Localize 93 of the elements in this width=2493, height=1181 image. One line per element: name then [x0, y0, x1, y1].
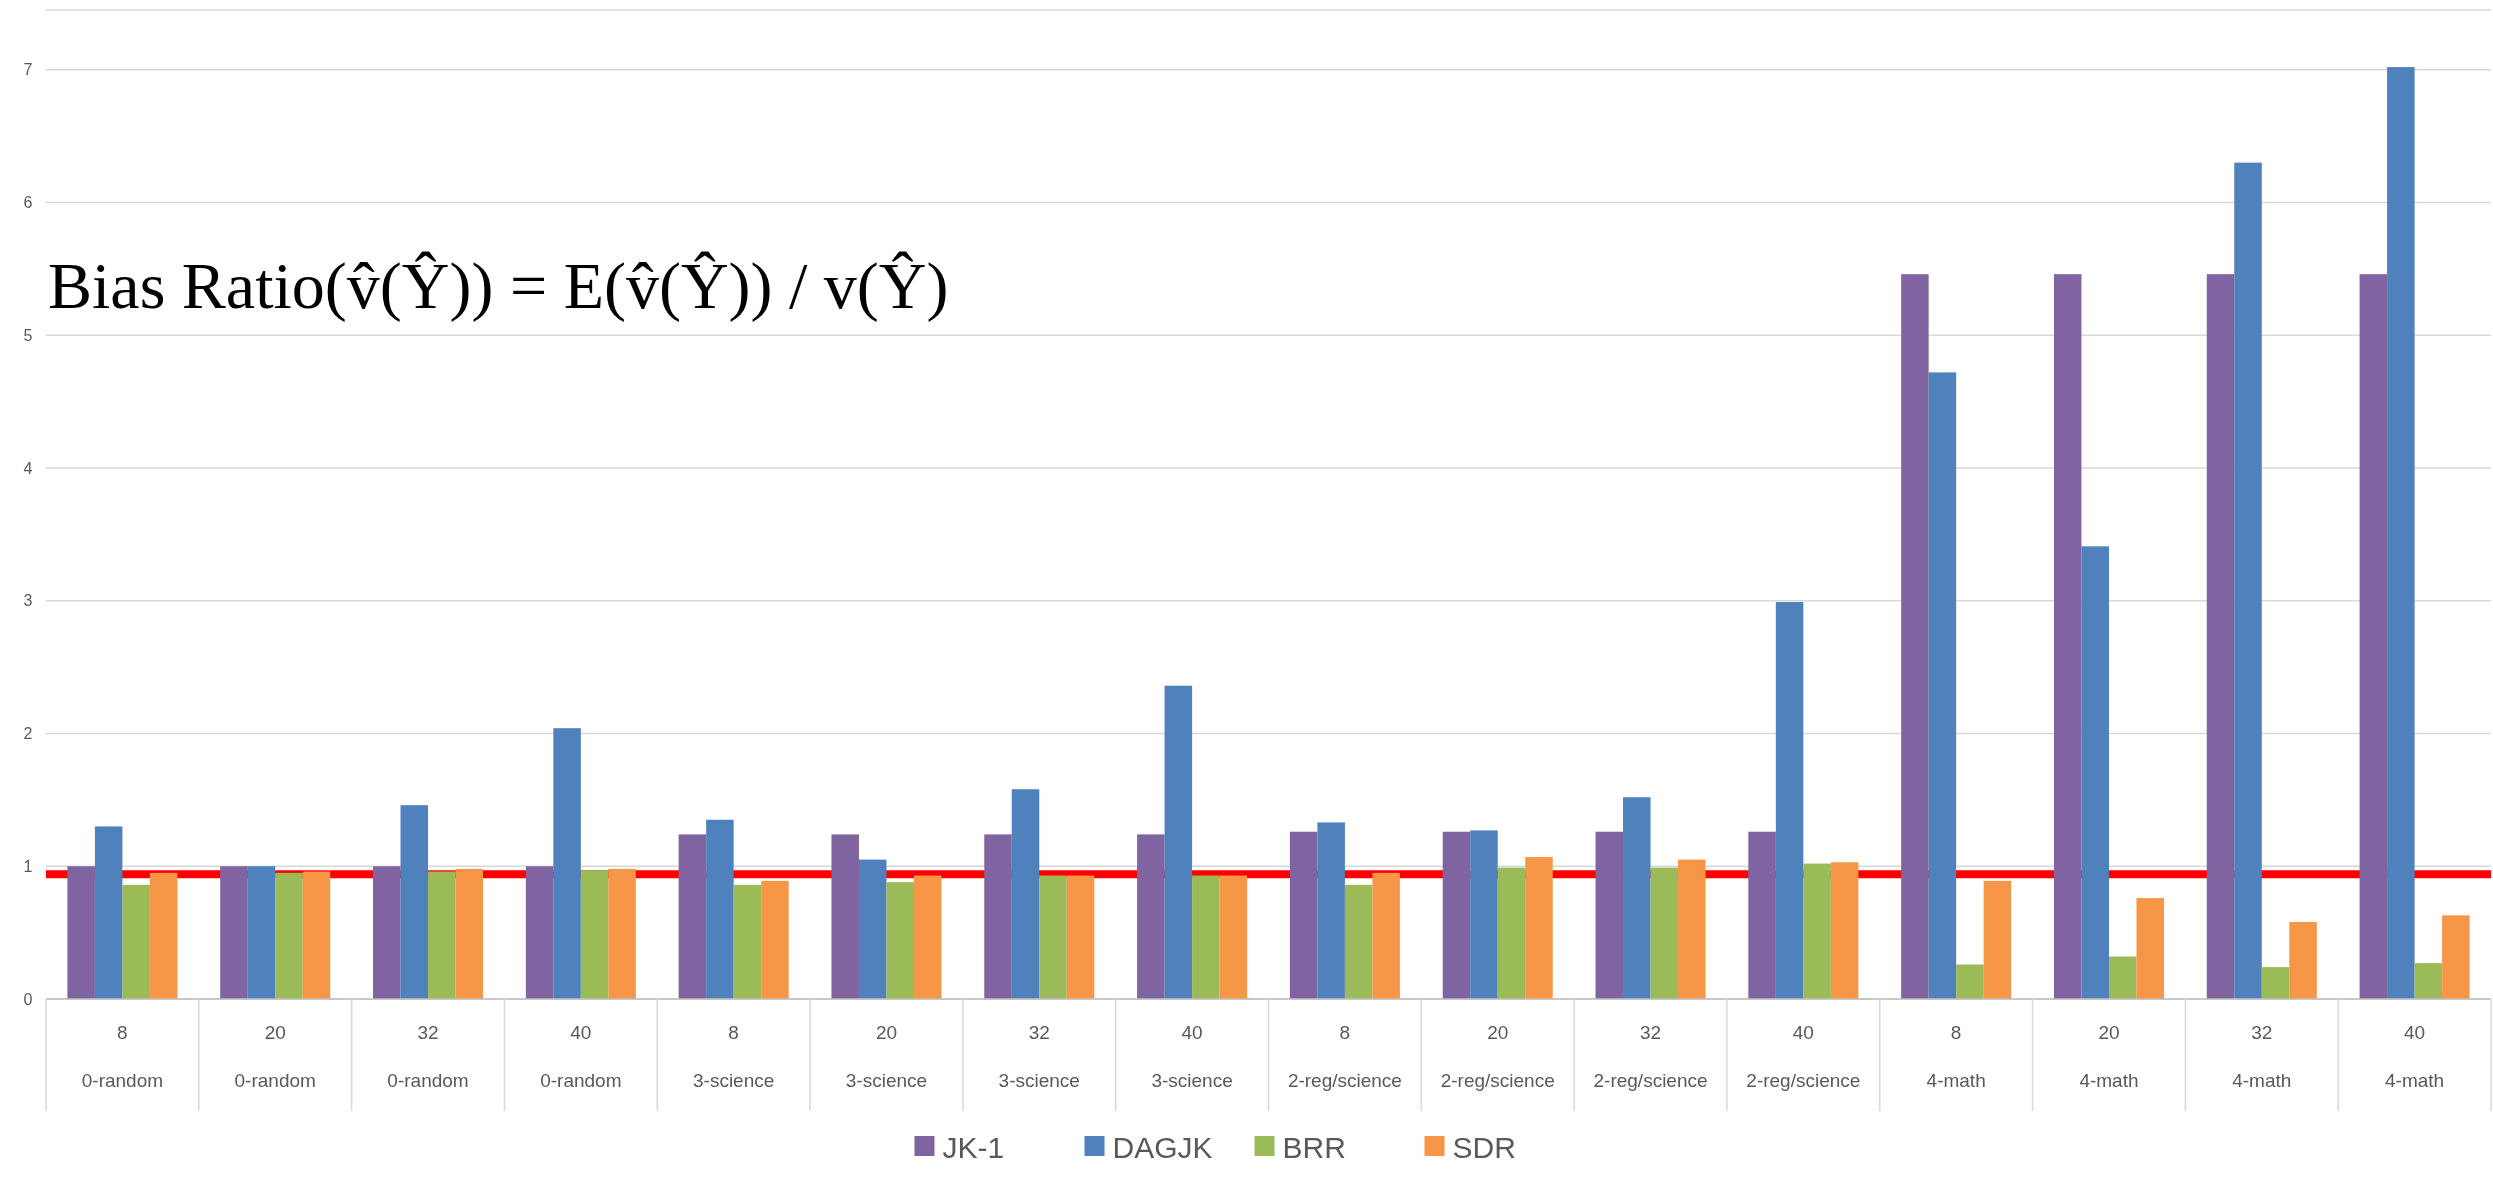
- bar: [525, 866, 554, 999]
- category-label: 8 4-math: [1926, 1022, 1986, 1091]
- bar: [1595, 831, 1624, 999]
- bar: [2108, 956, 2137, 999]
- bar: [1830, 862, 1859, 999]
- bar: [1289, 831, 1318, 999]
- y-tick-label: 2: [23, 725, 33, 743]
- bar: [247, 866, 276, 999]
- bar: [2414, 963, 2443, 999]
- bar: [706, 819, 734, 999]
- annotation: Bias Ratio(v̂(Ŷ)) = E(v̂(Ŷ)) / v(Ŷ): [48, 249, 949, 323]
- bar: [608, 868, 636, 999]
- bar: [1164, 685, 1193, 999]
- bar: [2053, 274, 2082, 999]
- bar: [94, 826, 123, 999]
- bar: [553, 728, 581, 999]
- bar: [761, 880, 789, 999]
- bar: [428, 871, 456, 999]
- bar: [122, 884, 150, 999]
- bar: [1192, 875, 1220, 999]
- category-label: 40 2-reg/science: [1746, 1022, 1861, 1091]
- bar: [1372, 872, 1400, 999]
- legend-label: SDR: [1452, 1130, 1516, 1164]
- category-label: 20 0-random: [234, 1022, 316, 1091]
- bar: [984, 834, 1012, 999]
- bar: [2387, 67, 2415, 999]
- category-label: 8 2-reg/science: [1287, 1022, 1402, 1091]
- bar: [1748, 831, 1776, 999]
- category-label: 32 2-reg/science: [1593, 1022, 1708, 1091]
- category-label: 32 4-math: [2232, 1022, 2292, 1091]
- bar: [1497, 867, 1526, 999]
- bar: [1219, 875, 1248, 999]
- bar: [1803, 863, 1831, 999]
- category-label: 40 0-random: [540, 1022, 622, 1091]
- bar: [1137, 834, 1165, 999]
- bar: [2289, 922, 2317, 999]
- y-tick-label: 7: [23, 61, 33, 79]
- bar: [1901, 274, 1929, 999]
- legend-label: DAGJK: [1112, 1130, 1213, 1164]
- bar: [1317, 822, 1345, 999]
- bar: [913, 875, 942, 999]
- bar: [1470, 830, 1498, 999]
- bar: [220, 866, 248, 999]
- bar: [1039, 875, 1067, 999]
- category-label: 32 3-science: [998, 1022, 1080, 1091]
- bar: [2261, 967, 2290, 999]
- bar: [733, 884, 762, 999]
- bar: [1011, 789, 1040, 999]
- category-label: 20 2-reg/science: [1440, 1022, 1555, 1091]
- y-tick-label: 4: [23, 459, 33, 477]
- bar: [858, 859, 887, 999]
- bar: [149, 872, 178, 999]
- bar: [831, 834, 859, 999]
- y-tick-label: 6: [23, 194, 33, 212]
- y-tick-label: 3: [23, 592, 33, 610]
- bar: [2206, 274, 2235, 999]
- bar: [1775, 602, 1804, 999]
- bar: [1623, 797, 1651, 999]
- bar: [1983, 880, 2012, 999]
- bar: [678, 834, 707, 999]
- bar: [400, 805, 429, 999]
- bar: [2234, 162, 2262, 999]
- legend-label: JK-1: [942, 1130, 1005, 1164]
- bar: [1442, 831, 1471, 999]
- bar: [1956, 964, 1984, 999]
- bar: [1650, 867, 1679, 999]
- category-label: 32 0-random: [387, 1022, 469, 1091]
- bar: [2359, 274, 2388, 999]
- bar: [580, 870, 609, 999]
- category-label: 8 0-random: [81, 1022, 164, 1091]
- category-label: 40 4-math: [2385, 1022, 2445, 1091]
- bar: [67, 866, 95, 999]
- bar: [1928, 372, 1957, 999]
- y-tick-label: 5: [23, 326, 33, 344]
- bar: [1066, 875, 1095, 999]
- bar: [455, 868, 484, 999]
- bar: [1525, 856, 1553, 999]
- bar: [1678, 859, 1706, 999]
- bar: [2136, 898, 2164, 999]
- bar: [886, 882, 914, 999]
- bar: [1344, 884, 1373, 999]
- bar: [2081, 546, 2109, 999]
- category-label: 20 4-math: [2079, 1022, 2139, 1091]
- category-label: 20 3-science: [845, 1022, 928, 1091]
- bar: [373, 866, 401, 999]
- category-label: 8 3-science: [692, 1022, 775, 1091]
- y-tick-label: 0: [23, 990, 33, 1008]
- y-tick-label: 1: [23, 857, 33, 875]
- bar: [2442, 915, 2470, 999]
- bar: [302, 871, 331, 999]
- category-label: 40 3-science: [1151, 1022, 1233, 1091]
- legend-label: BRR: [1282, 1130, 1346, 1164]
- bar: [275, 872, 303, 999]
